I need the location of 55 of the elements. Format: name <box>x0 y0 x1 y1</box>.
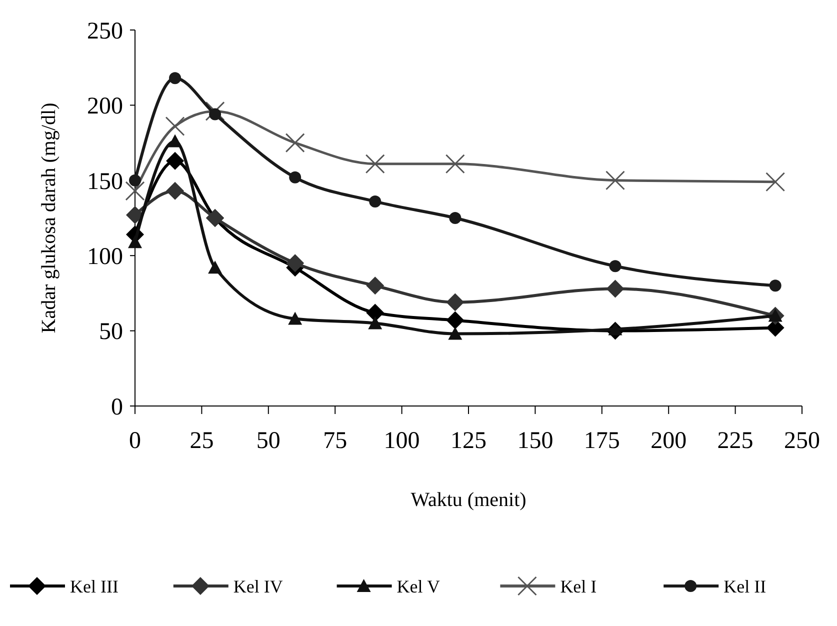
x-tick-label: 0 <box>129 428 141 454</box>
point <box>169 72 182 84</box>
y-tick-label: 0 <box>111 394 123 420</box>
x-tick-label: 75 <box>323 428 348 454</box>
x-tick-label: 200 <box>650 428 687 454</box>
x-tick-label: 225 <box>717 428 754 454</box>
x-tick-label: 50 <box>256 428 280 454</box>
x-axis-title: Waktu (menit) <box>410 489 526 511</box>
y-tick-label: 100 <box>87 244 123 270</box>
legend-label: Kel II <box>724 576 766 596</box>
point <box>166 182 184 200</box>
x-tick-label: 175 <box>584 428 620 454</box>
y-axis-title: Kadar glukosa darah (mg/dl) <box>38 102 60 334</box>
point <box>129 174 141 186</box>
point <box>125 181 145 201</box>
point <box>126 206 144 224</box>
x-tick-label: 25 <box>190 428 214 454</box>
x-tick-label: 250 <box>784 428 820 454</box>
point <box>445 154 465 174</box>
point <box>766 172 786 192</box>
y-tick-label: 250 <box>87 18 123 44</box>
point <box>448 326 462 340</box>
point <box>369 195 382 208</box>
legend-label: Kel IV <box>233 576 283 596</box>
point <box>446 311 464 330</box>
point <box>208 260 222 274</box>
point <box>365 154 385 174</box>
point <box>209 108 222 120</box>
point <box>168 134 182 148</box>
x-tick-label: 125 <box>450 428 486 454</box>
point <box>289 171 302 184</box>
point <box>609 260 622 272</box>
legend-label: Kel III <box>70 576 118 596</box>
y-tick-label: 50 <box>99 319 123 346</box>
point <box>366 276 384 295</box>
point <box>165 116 185 136</box>
point <box>605 170 625 190</box>
point <box>446 293 464 312</box>
point <box>449 212 462 224</box>
y-tick-label: 200 <box>87 94 123 120</box>
point <box>285 133 305 153</box>
y-tick-label: 150 <box>87 168 123 195</box>
x-tick-label: 100 <box>384 428 420 454</box>
point <box>368 316 382 330</box>
legend-label: Kel V <box>396 576 440 596</box>
point <box>205 101 225 121</box>
legend-label: Kel I <box>560 576 597 596</box>
point <box>366 304 384 322</box>
point <box>128 235 142 248</box>
point <box>606 280 624 298</box>
x-tick-label: 150 <box>517 428 554 454</box>
point <box>286 254 304 272</box>
point <box>769 280 782 292</box>
point <box>166 152 184 170</box>
point <box>288 312 302 325</box>
